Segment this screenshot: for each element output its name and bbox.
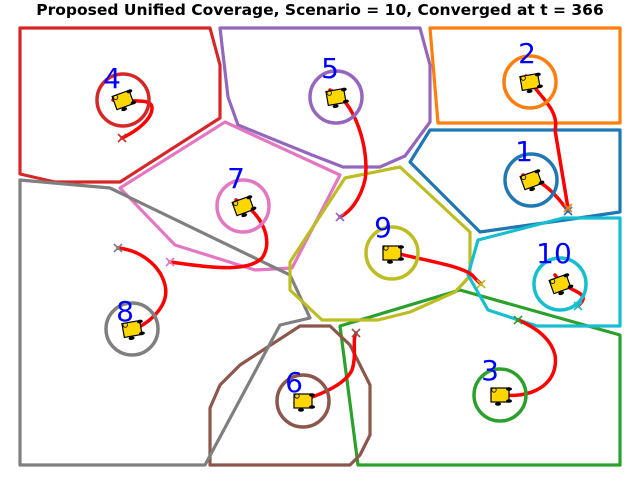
robot-label-4: 4 [103,62,121,95]
robot-1 [520,169,546,194]
robot-label-1: 1 [515,135,533,168]
start-marker-9 [477,280,485,288]
trajectory-paths [113,76,583,403]
robot-label-6: 6 [285,366,303,399]
robot-label-5: 5 [321,52,339,85]
robot-2 [520,72,544,94]
region-5 [220,28,430,167]
robot-label-8: 8 [116,295,134,328]
robot-label-9: 9 [374,211,392,244]
region-10 [468,218,620,326]
robot-label-3: 3 [481,354,499,387]
robot-label-2: 2 [518,37,536,70]
robot-10 [549,273,575,298]
region-7 [120,122,340,270]
robot-9 [383,245,404,264]
robot-5 [326,87,350,109]
robot-3 [491,387,512,406]
region-8 [20,180,310,465]
robot-label-10: 10 [536,237,572,270]
robot-label-7: 7 [227,162,245,195]
